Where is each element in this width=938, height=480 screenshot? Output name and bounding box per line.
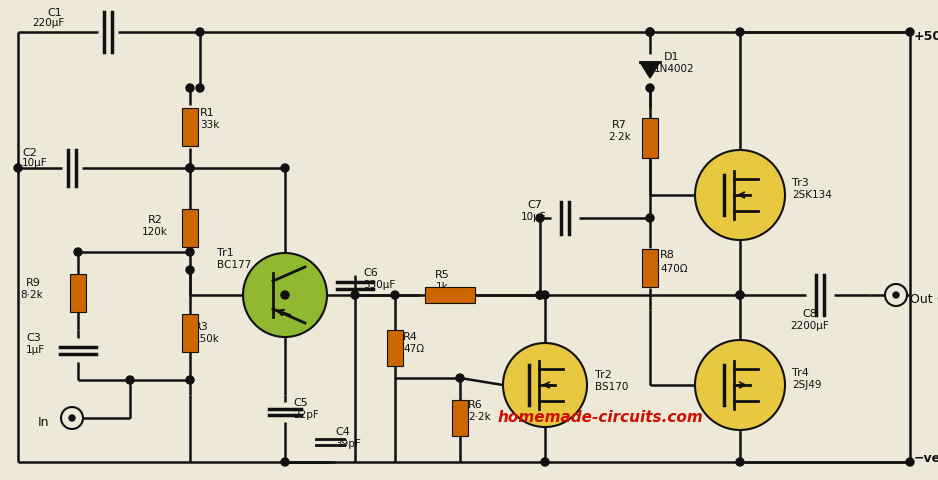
Text: C7: C7 [527, 200, 542, 210]
Circle shape [646, 28, 654, 36]
Circle shape [646, 214, 654, 222]
Circle shape [536, 291, 544, 299]
Text: 47Ω: 47Ω [403, 344, 424, 354]
Circle shape [646, 84, 654, 92]
Circle shape [736, 291, 744, 299]
Circle shape [186, 376, 194, 384]
Text: R2: R2 [148, 215, 163, 225]
Circle shape [69, 415, 75, 421]
Bar [182, 314, 198, 352]
Text: Tr2: Tr2 [595, 370, 612, 380]
Text: 120k: 120k [142, 227, 168, 237]
Text: 10μF: 10μF [521, 212, 547, 222]
Text: R9: R9 [26, 278, 41, 288]
Circle shape [536, 214, 544, 222]
Circle shape [14, 164, 22, 172]
Circle shape [186, 266, 194, 274]
Text: homemade-circuits.com: homemade-circuits.com [497, 410, 703, 425]
Text: Tr1: Tr1 [217, 248, 234, 258]
Text: R8: R8 [660, 250, 674, 260]
Text: 1μF: 1μF [26, 345, 45, 355]
Circle shape [646, 28, 654, 36]
Text: C8: C8 [803, 309, 817, 319]
Text: 330μF: 330μF [363, 280, 395, 290]
Text: 22pF: 22pF [293, 410, 319, 420]
Text: C1: C1 [48, 8, 62, 18]
Circle shape [186, 84, 194, 92]
Text: 1N4002: 1N4002 [654, 64, 695, 74]
Bar [387, 330, 403, 366]
Circle shape [281, 164, 289, 172]
Text: Out (8Ω): Out (8Ω) [910, 292, 938, 305]
Text: 8·2k: 8·2k [20, 290, 43, 300]
Text: 2·2k: 2·2k [468, 412, 491, 422]
Circle shape [736, 458, 744, 466]
Text: C3: C3 [26, 333, 40, 343]
Polygon shape [640, 62, 660, 78]
Bar [425, 287, 475, 303]
Text: 150k: 150k [194, 334, 219, 344]
Text: 220μF: 220μF [32, 18, 64, 28]
Circle shape [196, 84, 204, 92]
Circle shape [456, 374, 464, 382]
Circle shape [74, 248, 82, 256]
Circle shape [885, 284, 907, 306]
Circle shape [893, 292, 899, 298]
Bar [182, 108, 198, 146]
Text: 33k: 33k [200, 120, 219, 130]
Text: R6: R6 [468, 400, 483, 410]
Circle shape [695, 340, 785, 430]
Circle shape [736, 291, 744, 299]
Text: 470Ω: 470Ω [660, 264, 688, 274]
Circle shape [196, 28, 204, 36]
Text: −ve: −ve [914, 452, 938, 465]
Circle shape [695, 150, 785, 240]
Text: C4: C4 [335, 427, 350, 437]
Circle shape [126, 376, 134, 384]
Circle shape [906, 458, 914, 466]
Bar [452, 400, 468, 436]
Text: R5: R5 [434, 270, 449, 280]
Text: 1k: 1k [435, 282, 448, 292]
Text: 10μF: 10μF [22, 158, 48, 168]
Text: 39pF: 39pF [335, 439, 361, 449]
Text: BC177: BC177 [217, 260, 251, 270]
Text: 2SJ49: 2SJ49 [792, 380, 822, 390]
Circle shape [281, 291, 289, 299]
Circle shape [243, 253, 327, 337]
Circle shape [536, 291, 544, 299]
Circle shape [906, 28, 914, 36]
Circle shape [61, 407, 83, 429]
Text: R7: R7 [612, 120, 627, 130]
Text: 2·2k: 2·2k [608, 132, 630, 142]
Text: R4: R4 [403, 332, 417, 342]
Text: R1: R1 [200, 108, 215, 118]
Text: D1: D1 [664, 52, 679, 62]
Circle shape [541, 291, 549, 299]
Text: 2200μF: 2200μF [791, 321, 829, 331]
Circle shape [186, 164, 194, 172]
Circle shape [186, 248, 194, 256]
Circle shape [541, 458, 549, 466]
Text: C6: C6 [363, 268, 378, 278]
Circle shape [391, 291, 399, 299]
Text: C5: C5 [293, 398, 308, 408]
Bar [642, 118, 658, 158]
Text: 2SK134: 2SK134 [792, 190, 832, 200]
Text: C2: C2 [22, 148, 37, 158]
Circle shape [281, 458, 289, 466]
Bar [642, 249, 658, 287]
Circle shape [351, 291, 359, 299]
Text: R3: R3 [194, 322, 209, 332]
Text: +50v: +50v [914, 29, 938, 43]
Text: BS170: BS170 [595, 382, 628, 392]
Text: Tr4: Tr4 [792, 368, 809, 378]
Circle shape [503, 343, 587, 427]
Text: In: In [38, 417, 50, 430]
Bar [182, 209, 198, 247]
Circle shape [736, 28, 744, 36]
Bar [70, 274, 86, 312]
Circle shape [186, 164, 194, 172]
Text: Tr3: Tr3 [792, 178, 809, 188]
